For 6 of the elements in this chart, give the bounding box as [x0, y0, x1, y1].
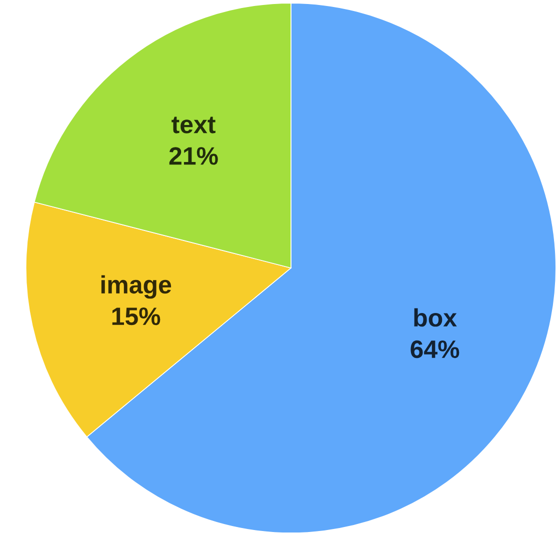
data-label: 64%: [410, 340, 460, 358]
data-label: 21%: [169, 147, 218, 165]
slice-label: text: [172, 116, 216, 134]
data-label: 15%: [112, 308, 160, 326]
slice-label: image: [101, 275, 172, 299]
slice-label: box: [414, 308, 457, 327]
